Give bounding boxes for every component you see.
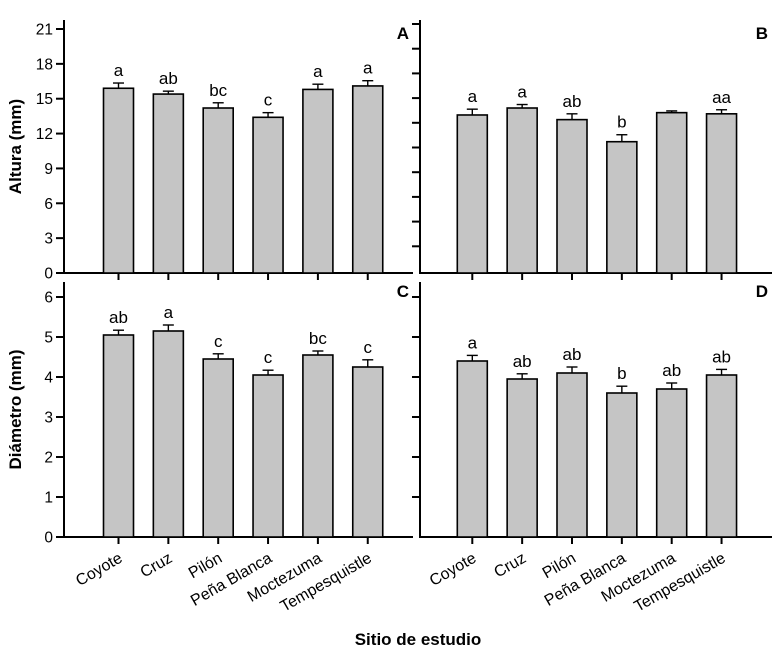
sig-letter: b [617,113,626,132]
sig-letter: bc [209,81,227,100]
sig-letter: b [617,364,626,383]
bar-A-5 [351,85,384,274]
axis-D [419,282,772,538]
bar-B-4 [655,111,688,274]
sig-letter: bc [309,329,327,348]
bar-C-0 [102,334,135,538]
panel-label-D: D [756,282,768,301]
bar-A-4 [302,88,334,274]
bar-C-3 [252,374,284,538]
y-tick-label: 15 [36,91,53,108]
y-tick-label: 3 [44,410,53,427]
sig-letter: ab [563,345,582,364]
sig-letter: a [363,59,373,78]
y-tick-label: 4 [44,370,53,387]
sig-letter: a [468,87,478,106]
sig-letter: a [517,83,527,102]
bar-A-0 [102,87,135,274]
bar-B-5 [705,113,738,274]
sig-letter: a [313,62,323,81]
panel-label-C: C [397,282,409,301]
y-tick-label: 18 [36,56,53,73]
y-tick-label: 6 [44,196,53,213]
y-tick-label: 21 [36,22,53,39]
bar-C-1 [152,330,185,538]
sig-letter: a [468,333,478,352]
y-axis-title-C: Diámetro (mm) [6,350,25,470]
sig-letter: c [264,91,273,110]
sig-letter: ab [662,361,681,380]
bar-B-2 [556,118,588,274]
sig-letter: aa [712,88,731,107]
sig-letter: ab [513,352,532,371]
bar-D-0 [456,360,489,538]
panel-label-A: A [397,24,409,43]
sig-letter: a [164,303,174,322]
y-tick-label: 0 [44,530,53,547]
bar-A-1 [152,93,185,274]
y-tick-label: 2 [44,450,53,467]
bar-A-3 [252,116,284,274]
bar-C-4 [302,354,334,538]
bar-C-5 [351,366,384,538]
bar-D-5 [705,374,738,538]
bar-C-2 [202,358,234,538]
sig-letter: ab [159,69,178,88]
y-tick-label: 1 [44,490,53,507]
y-axis-title-A: Altura (mm) [6,99,25,194]
y-tick-label: 5 [44,330,53,347]
axis-B [419,20,772,274]
sig-letter: c [214,332,223,351]
sig-letter: c [364,338,373,357]
sig-letter: ab [563,92,582,111]
bar-A-2 [202,107,234,274]
sig-letter: ab [712,347,731,366]
y-tick-label: 12 [36,126,53,143]
x-axis-title: Sitio de estudio [355,630,482,649]
bar-D-1 [506,378,538,538]
sig-letter: ab [109,308,128,327]
y-tick-label: 3 [44,231,53,248]
y-tick-label: 9 [44,161,53,178]
bar-D-3 [606,392,638,538]
sig-letter: c [264,348,273,367]
bar-B-3 [606,140,638,274]
bar-B-0 [456,114,489,274]
sig-letter: a [114,61,124,80]
y-tick-label: 6 [44,290,53,307]
panel-label-B: B [756,24,768,43]
bar-B-1 [506,107,538,274]
bar-D-4 [655,388,688,538]
bar-D-2 [556,372,588,538]
y-tick-label: 0 [44,266,53,283]
